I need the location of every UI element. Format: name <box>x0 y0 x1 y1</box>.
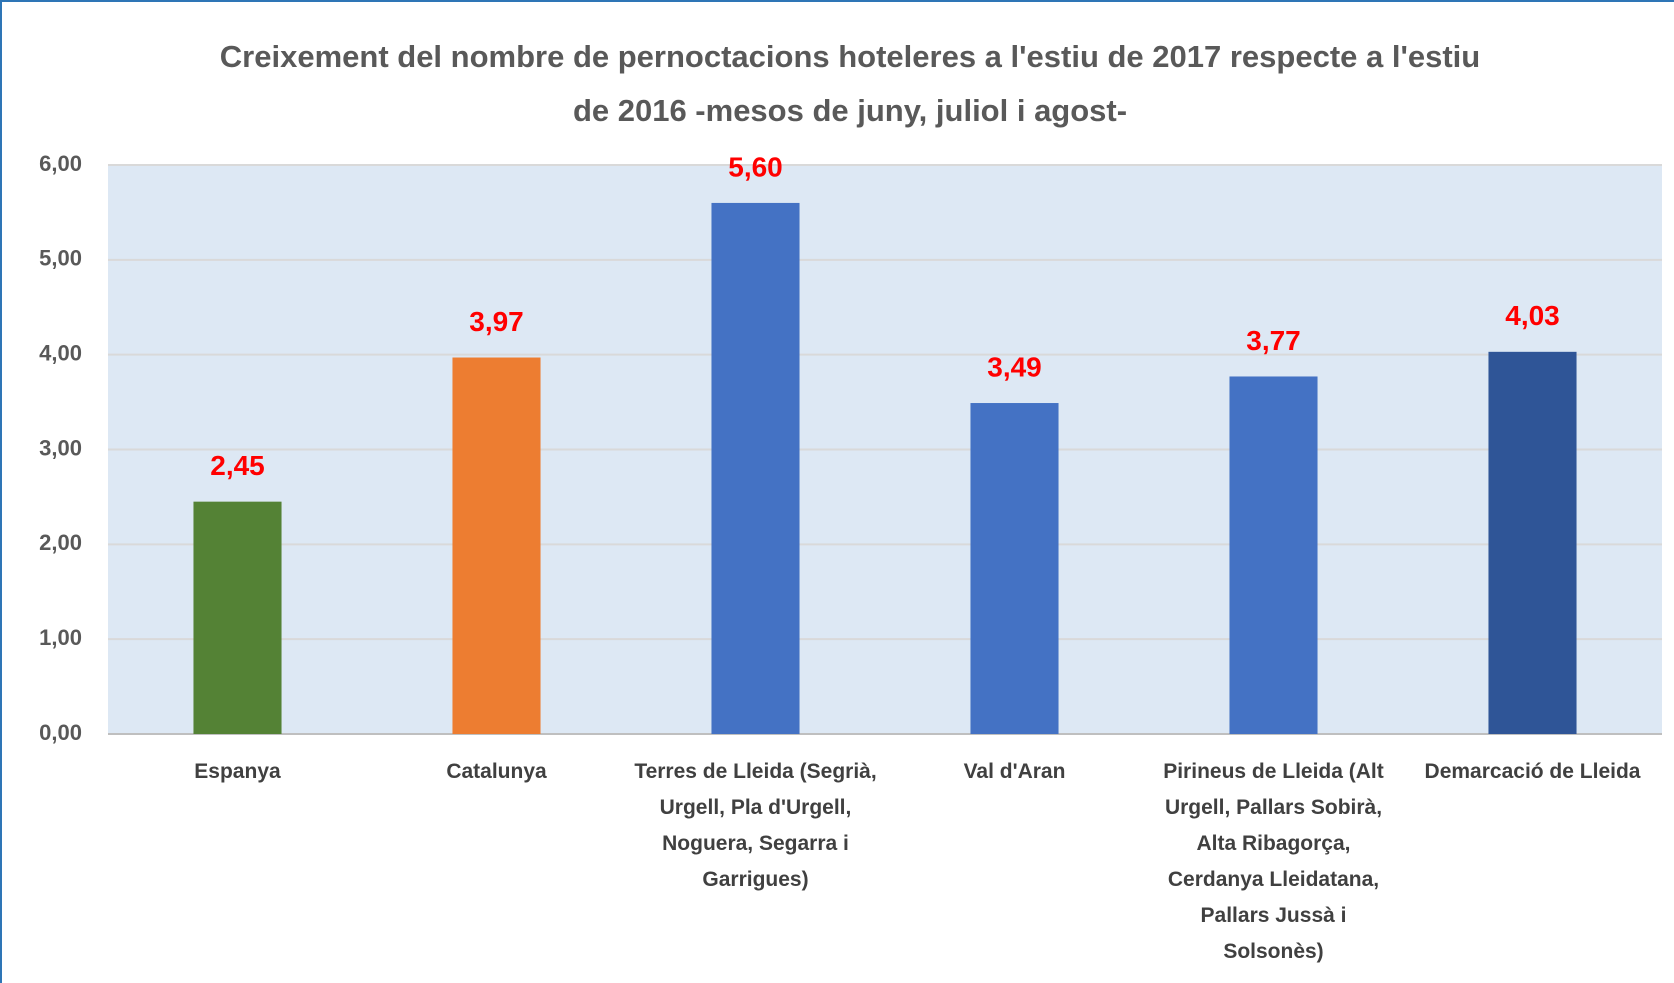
y-tick-label: 5,00 <box>39 246 82 271</box>
x-tick-label: Val d'Aran <box>963 760 1066 783</box>
x-tick-label: Pirineus de Lleida (Alt Urgell, Pallars … <box>1163 760 1384 963</box>
y-tick-label: 1,00 <box>39 625 82 650</box>
y-tick-label: 2,00 <box>39 530 82 555</box>
chart-title: Creixement del nombre de pernoctacions h… <box>219 39 1481 128</box>
value-label: 3,97 <box>469 306 524 337</box>
y-tick-label: 4,00 <box>39 340 82 365</box>
x-tick-label: Terres de Lleida (Segrià, Urgell, Pla d'… <box>634 760 877 891</box>
x-tick-label: Demarcació de Lleida <box>1424 760 1641 783</box>
bar <box>1488 351 1577 734</box>
x-tick-label: Espanya <box>194 760 281 783</box>
bar <box>193 501 282 734</box>
y-tick-label: 6,00 <box>39 151 82 176</box>
x-tick-label: Catalunya <box>446 760 547 783</box>
value-label: 2,45 <box>210 450 265 481</box>
value-label: 3,77 <box>1246 325 1301 356</box>
value-label: 4,03 <box>1505 300 1560 331</box>
bar <box>452 357 541 734</box>
bar <box>1229 376 1318 734</box>
y-tick-label: 0,00 <box>39 720 82 745</box>
bar <box>711 202 800 734</box>
y-tick-label: 3,00 <box>39 435 82 460</box>
value-label: 5,60 <box>728 151 783 182</box>
value-label: 3,49 <box>987 351 1042 382</box>
bar <box>970 403 1059 734</box>
